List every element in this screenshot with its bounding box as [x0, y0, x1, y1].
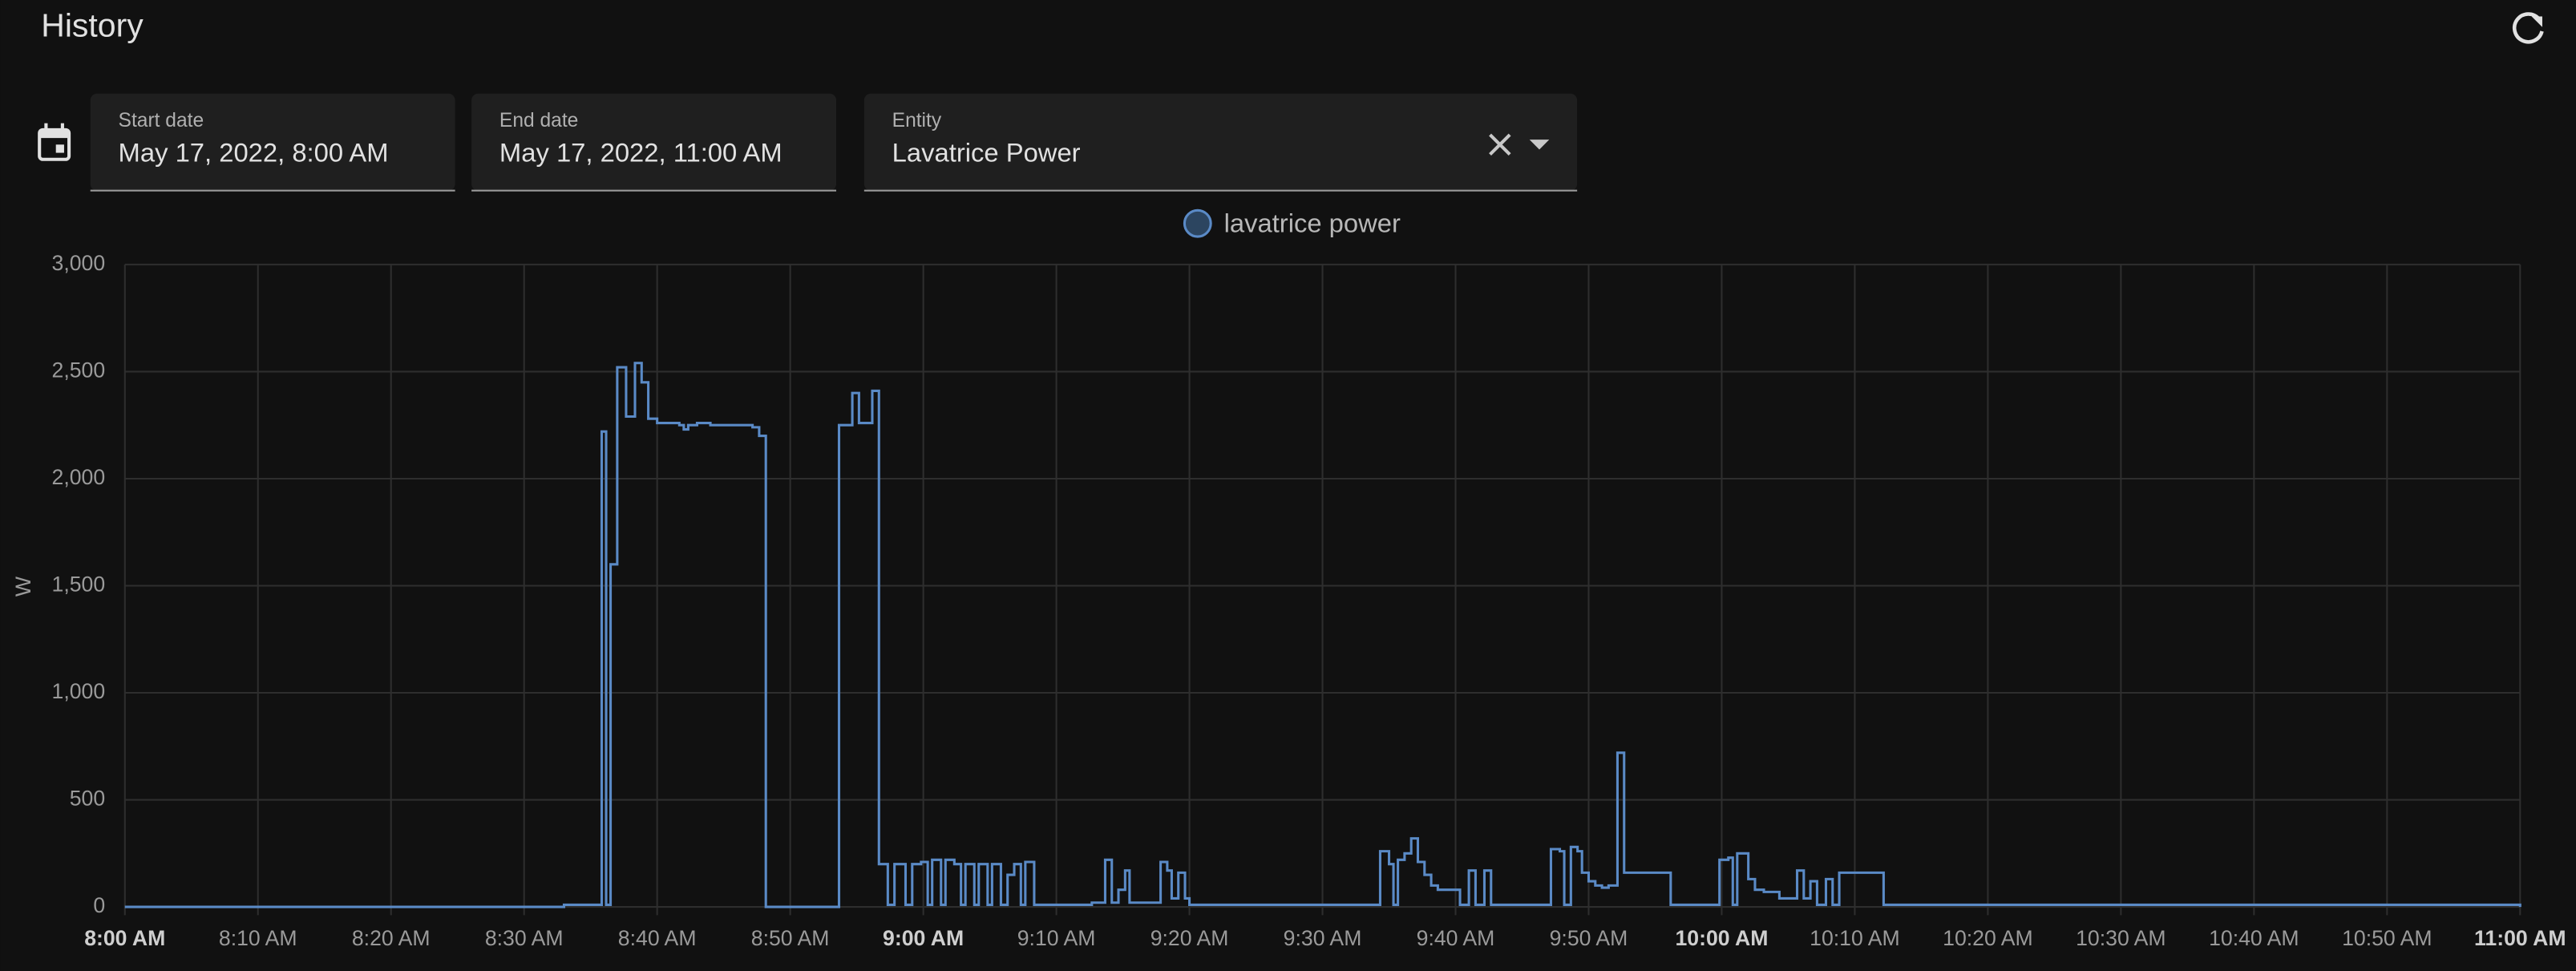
x-tick-label: 8:40 AM [618, 926, 697, 950]
y-tick-label: 1,500 [52, 572, 106, 597]
clear-button[interactable] [1489, 133, 1511, 156]
x-tick-label: 8:10 AM [219, 926, 297, 950]
x-tick-label: 8:30 AM [485, 926, 564, 950]
x-tick-label: 10:00 AM [1675, 926, 1768, 950]
x-tick-label: 9:50 AM [1550, 926, 1628, 950]
field-bg [471, 93, 837, 191]
x-tick-label: 8:50 AM [751, 926, 830, 950]
y-tick-label: 1,000 [52, 679, 106, 703]
x-tick-label: 8:20 AM [352, 926, 431, 950]
field-label: End date [499, 110, 578, 131]
legend-marker [1183, 208, 1212, 238]
field-label: Start date [119, 110, 204, 131]
x-tick-label: 9:00 AM [883, 926, 964, 950]
x-tick-label: 9:20 AM [1151, 926, 1229, 950]
x-tick-label: 11:00 AM [2474, 926, 2566, 950]
end-date-field[interactable]: End date May 17, 2022, 11:00 AM [471, 93, 837, 192]
calendar-day [55, 144, 64, 153]
refresh-button[interactable] [2512, 12, 2544, 44]
x-tick-label: 8:00 AM [84, 926, 165, 950]
x-tick-label: 10:40 AM [2209, 926, 2299, 950]
x-tick-label: 10:30 AM [2076, 926, 2166, 950]
y-tick-label: 2,500 [52, 358, 106, 382]
calendar-ring [44, 123, 48, 131]
y-axis-label: W [11, 576, 35, 597]
x-tick-label: 10:20 AM [1943, 926, 2032, 950]
field-value: Lavatrice Power [892, 137, 1081, 167]
x-tick-label: 9:40 AM [1417, 926, 1495, 950]
page-title: History [41, 7, 144, 44]
dropdown-button[interactable] [1529, 140, 1550, 150]
refresh-arrow [2531, 16, 2542, 27]
x-tick-label: 10:50 AM [2342, 926, 2432, 950]
x-tick-label: 10:10 AM [1810, 926, 1899, 950]
calendar-ring [60, 123, 64, 131]
y-tick-label: 500 [70, 787, 105, 811]
field-value: May 17, 2022, 11:00 AM [499, 137, 783, 167]
entity-field[interactable]: Entity Lavatrice Power [863, 93, 1578, 192]
y-tick-label: 0 [93, 893, 105, 917]
field-bg [863, 93, 1578, 191]
legend-label: lavatrice power [1224, 208, 1401, 237]
calendar-icon[interactable] [38, 123, 71, 161]
refresh-icon [2512, 12, 2544, 44]
x-tick-label: 9:10 AM [1017, 926, 1096, 950]
field-label: Entity [892, 110, 942, 131]
series-line [124, 362, 2521, 908]
start-date-field[interactable]: Start date May 17, 2022, 8:00 AM [90, 93, 455, 192]
field-bg [90, 93, 455, 191]
y-tick-label: 3,000 [52, 251, 106, 275]
calendar-top [39, 129, 70, 139]
y-tick-label: 2,000 [52, 465, 106, 489]
x-tick-label: 9:30 AM [1284, 926, 1362, 950]
field-value: May 17, 2022, 8:00 AM [119, 137, 389, 167]
